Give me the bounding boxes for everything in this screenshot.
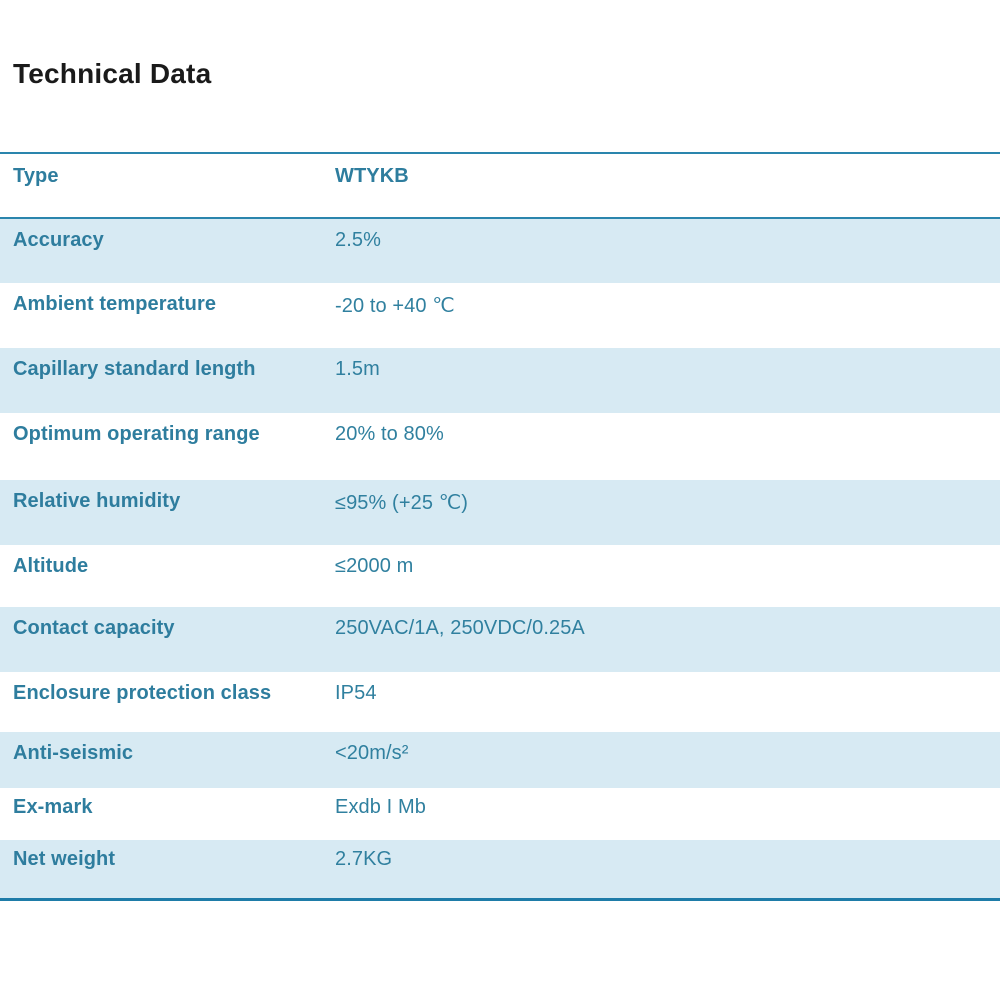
spec-label: Altitude: [13, 555, 89, 577]
spec-value: <20m/s²: [335, 742, 409, 764]
technical-data-table: Type WTYKB Accuracy 2.5% Ambient tempera…: [0, 152, 1000, 901]
spec-value: 2.7KG: [335, 848, 393, 870]
spec-value: ≤95% (+25 ℃): [335, 492, 469, 514]
spec-row-optimum-operating-range: Optimum operating range 20% to 80%: [0, 413, 1000, 480]
spec-label: Ex-mark: [13, 796, 93, 818]
spec-row-capillary-standard-length: Capillary standard length 1.5m: [0, 348, 1000, 413]
spec-value: -20 to +40 ℃: [335, 295, 455, 317]
spec-label: Type: [13, 165, 59, 187]
spec-label: Capillary standard length: [13, 358, 256, 380]
spec-value: IP54: [335, 682, 377, 704]
spec-label: Accuracy: [13, 229, 104, 251]
spec-value: 20% to 80%: [335, 423, 444, 445]
spec-row-type: Type WTYKB: [0, 152, 1000, 219]
page-title: Technical Data: [13, 58, 212, 89]
spec-value: WTYKB: [335, 165, 409, 187]
spec-label: Enclosure protection class: [13, 682, 272, 704]
spec-value: ≤2000 m: [335, 555, 414, 577]
spec-row-relative-humidity: Relative humidity ≤95% (+25 ℃): [0, 480, 1000, 545]
spec-value: 1.5m: [335, 358, 380, 380]
spec-label: Optimum operating range: [13, 423, 260, 445]
spec-row-anti-seismic: Anti-seismic <20m/s²: [0, 732, 1000, 788]
spec-row-ex-mark: Ex-mark Exdb I Mb: [0, 788, 1000, 840]
spec-value: 2.5%: [335, 229, 381, 251]
spec-value: 250VAC/1A, 250VDC/0.25A: [335, 617, 585, 639]
spec-label: Anti-seismic: [13, 742, 134, 764]
spec-label: Contact capacity: [13, 617, 175, 639]
spec-row-enclosure-protection-class: Enclosure protection class IP54: [0, 672, 1000, 732]
spec-label: Ambient temperature: [13, 293, 217, 315]
spec-row-contact-capacity: Contact capacity 250VAC/1A, 250VDC/0.25A: [0, 607, 1000, 672]
spec-row-net-weight: Net weight 2.7KG: [0, 840, 1000, 901]
spec-row-altitude: Altitude ≤2000 m: [0, 545, 1000, 607]
spec-row-ambient-temperature: Ambient temperature -20 to +40 ℃: [0, 283, 1000, 348]
spec-value: Exdb I Mb: [335, 796, 426, 818]
spec-row-accuracy: Accuracy 2.5%: [0, 219, 1000, 283]
spec-label: Relative humidity: [13, 490, 181, 512]
spec-label: Net weight: [13, 848, 116, 870]
